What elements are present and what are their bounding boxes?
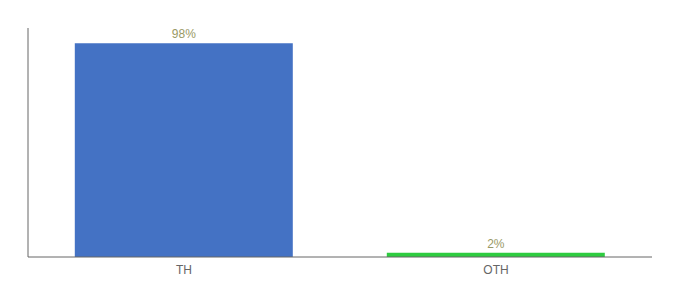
svg-text:98%: 98% xyxy=(172,27,196,41)
svg-text:TH: TH xyxy=(176,263,192,277)
svg-text:OTH: OTH xyxy=(483,263,508,277)
svg-text:2%: 2% xyxy=(487,237,505,251)
